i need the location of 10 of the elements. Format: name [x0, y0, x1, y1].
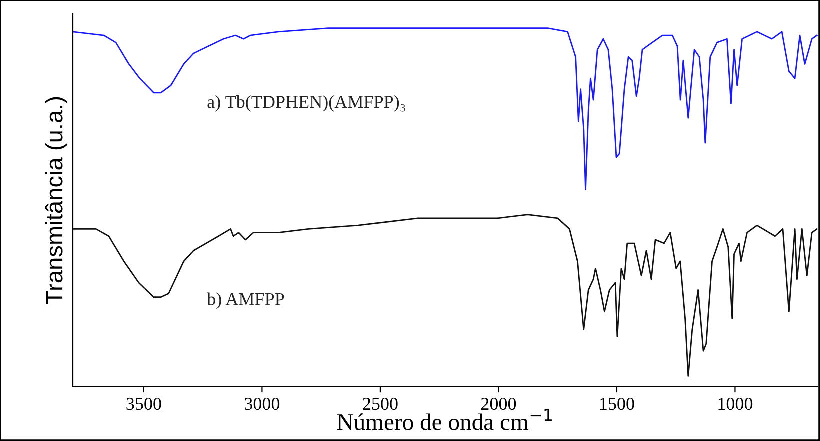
x-tick-label: 1000 — [718, 398, 753, 410]
x-tick-label: 3500 — [126, 398, 162, 410]
series-label: b) AMFPP — [207, 292, 284, 310]
text: a) Tb(TDPHEN)(AMFPP)₃ — [208, 95, 406, 112]
x-tick-label: 2000 — [481, 398, 516, 410]
x-axis-title: Número de onda cm$^{−1}$ — [337, 409, 552, 430]
x-tick-label: 1500 — [600, 398, 634, 410]
x-tick-label: 3000 — [245, 398, 280, 410]
x-tick-label: 2500 — [363, 398, 398, 410]
y-axis-title: Transmitância (u.a.) — [45, 97, 68, 304]
